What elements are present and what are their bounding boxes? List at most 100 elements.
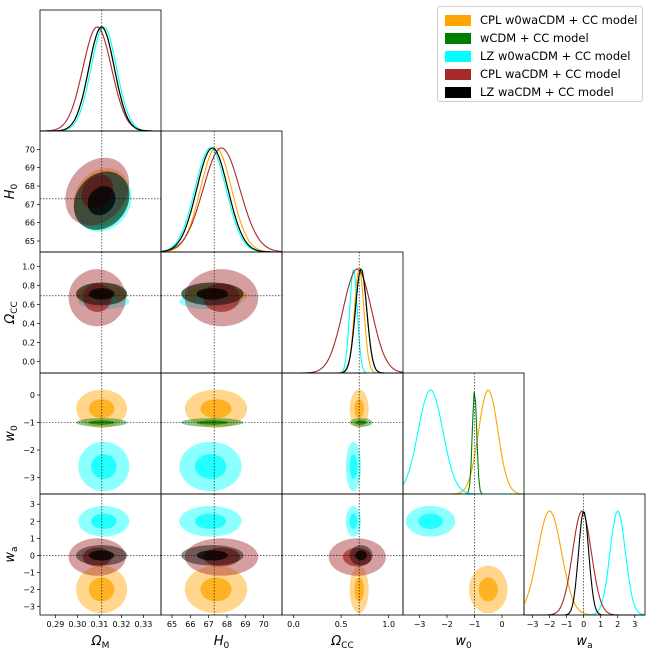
legend-entry: CPL waCDM + CC model — [445, 66, 621, 82]
y-tick-label: 2 — [30, 517, 35, 526]
panel-h0-vs-om — [40, 131, 161, 252]
x-tick-label: 0.31 — [90, 620, 108, 629]
y-axis-label-sub: 0 — [10, 425, 20, 431]
panel-w0-vs-om — [40, 373, 161, 494]
x-tick-label: −1 — [561, 620, 573, 629]
marginal-om — [39, 10, 161, 132]
legend-swatch — [445, 14, 471, 26]
contour-68-0 — [88, 577, 115, 602]
y-tick-label: 66 — [25, 219, 35, 228]
panel-frame — [160, 130, 283, 253]
y-tick-label: 68 — [25, 182, 35, 191]
x-axis-label: ΩM — [91, 634, 110, 650]
y-axis-label: wa — [3, 546, 20, 562]
x-axis-label-sub: 0 — [224, 641, 230, 650]
marginal-curve-2 — [402, 389, 524, 495]
x-axis-label-sub: 0 — [466, 641, 472, 650]
legend: CPL w0waCDM + CC model wCDM + CC model L… — [437, 6, 643, 102]
x-tick-label: 0 — [581, 620, 586, 629]
marginal-curve-3 — [282, 268, 404, 374]
panel-frame — [39, 9, 162, 132]
contour-68-2 — [91, 513, 117, 529]
contour-68-0 — [200, 399, 232, 419]
marginal-curve-2 — [524, 509, 646, 616]
y-tick-label: −2 — [23, 446, 35, 455]
y-axis-label-sub: CC — [10, 301, 20, 314]
x-tick-label: 67 — [204, 620, 214, 629]
contour-68-0 — [354, 577, 364, 602]
panel-frame — [523, 493, 646, 616]
legend-swatch — [445, 86, 471, 98]
x-tick-label: 68 — [222, 620, 232, 629]
legend-label: LZ waCDM + CC model — [480, 85, 614, 99]
panel-w0-vs-occ — [282, 373, 403, 494]
marginal-curve-0 — [40, 26, 161, 132]
panel-occ-vs-h0 — [161, 252, 282, 373]
y-tick-label: 0 — [30, 551, 35, 560]
panel-occ-vs-om — [40, 252, 161, 373]
marginal-wa — [523, 494, 646, 616]
y-axis-label: ΩCC — [3, 301, 20, 325]
legend-swatch — [445, 50, 471, 62]
legend-swatch — [445, 68, 471, 80]
marginal-curve-3 — [160, 147, 283, 253]
y-tick-label: −1 — [23, 419, 35, 428]
contour-68-0 — [478, 577, 498, 602]
y-tick-label: −3 — [23, 602, 35, 611]
marginal-w0 — [402, 373, 525, 495]
x-tick-label: 1 — [598, 620, 603, 629]
contour-68-0 — [88, 399, 115, 419]
marginal-curve-0 — [403, 389, 525, 495]
y-tick-label: 0.0 — [22, 358, 35, 367]
panel-wa-vs-h0 — [161, 494, 282, 615]
marginal-occ — [282, 252, 404, 374]
y-axis-label-sub: a — [10, 546, 20, 552]
panel-wa-vs-om — [40, 494, 161, 615]
x-tick-label: −3 — [414, 620, 426, 629]
marginal-curve-1 — [40, 26, 161, 132]
y-axis-label: w0 — [3, 425, 20, 442]
x-tick-label: −3 — [527, 620, 539, 629]
legend-entry: wCDM + CC model — [445, 30, 589, 46]
x-tick-label: 0.29 — [46, 620, 64, 629]
y-axis-label-sub: 0 — [10, 183, 20, 189]
x-axis-label-sub: a — [587, 641, 593, 650]
marginal-h0 — [160, 131, 283, 253]
panel-wa-vs-occ — [282, 494, 403, 615]
x-tick-label: 70 — [259, 620, 269, 629]
x-tick-label: 69 — [240, 620, 250, 629]
x-tick-label: 1.0 — [382, 620, 395, 629]
marginal-curve-4 — [40, 26, 161, 132]
y-tick-label: 65 — [25, 237, 35, 246]
panel-w0-vs-h0 — [161, 373, 282, 494]
panel-wa-vs-w0 — [403, 494, 524, 615]
contour-68-2 — [418, 513, 443, 529]
legend-label: wCDM + CC model — [480, 31, 589, 45]
x-tick-label: −1 — [469, 620, 481, 629]
contour-68-2 — [349, 454, 358, 479]
legend-label: CPL waCDM + CC model — [480, 67, 621, 81]
x-axis-label-sub: M — [102, 641, 110, 650]
contour-68-2 — [91, 454, 117, 479]
x-tick-label: −2 — [544, 620, 556, 629]
legend-entry: LZ waCDM + CC model — [445, 84, 614, 100]
y-tick-label: 3 — [30, 500, 35, 509]
y-tick-label: −1 — [23, 568, 35, 577]
y-tick-label: 1 — [30, 534, 35, 543]
x-tick-label: 0 — [499, 620, 504, 629]
contour-68-0 — [354, 399, 364, 419]
y-tick-label: 0.8 — [22, 281, 35, 290]
legend-entry: LZ w0waCDM + CC model — [445, 48, 630, 64]
marginal-curve-4 — [160, 147, 282, 253]
x-tick-label: 3 — [632, 620, 637, 629]
legend-label: LZ w0waCDM + CC model — [480, 49, 631, 63]
contour-68-0 — [200, 577, 232, 602]
x-tick-label: 0.30 — [68, 620, 86, 629]
y-tick-label: 0.2 — [22, 339, 35, 348]
panel-frame — [281, 372, 404, 495]
legend-entry: CPL w0waCDM + CC model — [445, 12, 637, 28]
marginal-curve-3 — [39, 26, 161, 132]
x-tick-label: 66 — [185, 620, 195, 629]
x-tick-label: 0.5 — [335, 620, 348, 629]
